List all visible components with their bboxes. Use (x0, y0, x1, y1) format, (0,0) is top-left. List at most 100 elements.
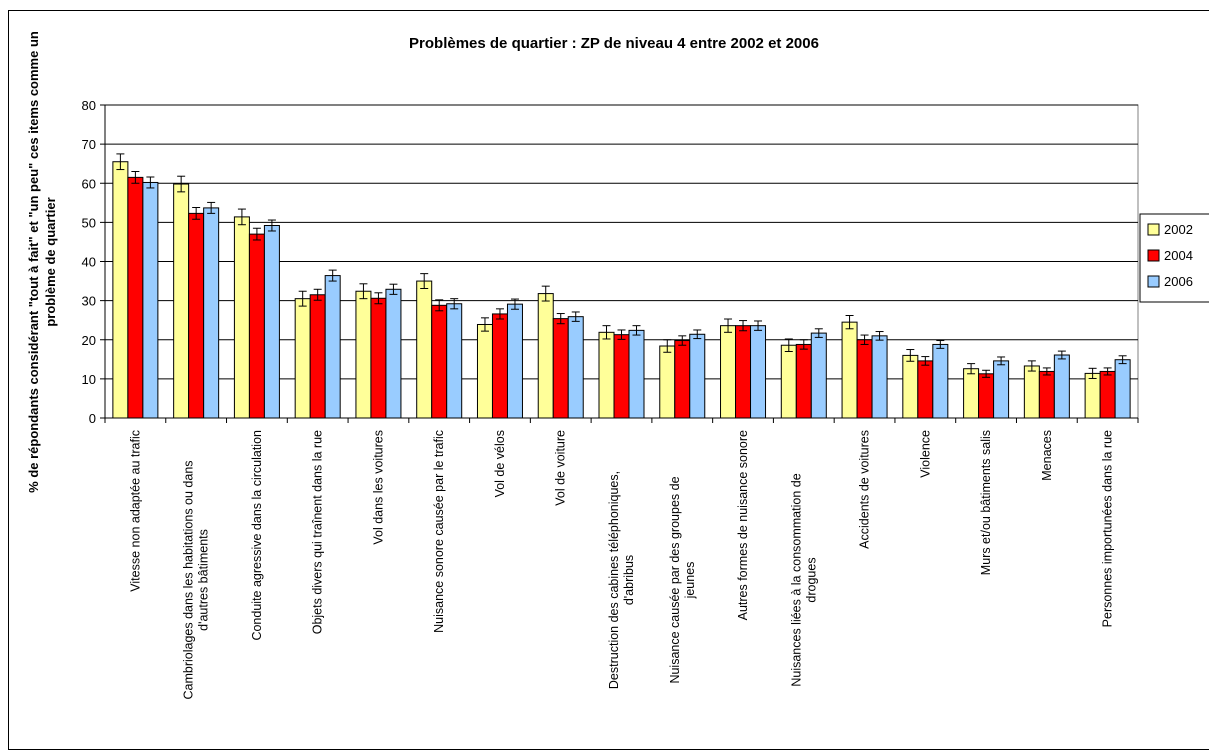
bar-2002 (720, 325, 737, 419)
bar-2004 (188, 212, 205, 419)
y-tick-label: 80 (82, 98, 96, 113)
bar-2002 (841, 321, 858, 419)
x-category-label-line: Vol dans les voitures (371, 430, 385, 545)
bar-2002 (598, 331, 615, 419)
bar-2004 (552, 318, 569, 419)
y-tick-label: 60 (82, 176, 96, 191)
x-category-label-line: d'autres bâtiments (197, 529, 211, 631)
bar-2006 (750, 325, 767, 419)
bar-2006 (567, 316, 584, 419)
x-category-label-line: Destruction des cabines téléphoniques, (607, 471, 621, 689)
x-category-label-line: Nuisance causée par des groupes de (668, 476, 682, 683)
x-category-label-line: Murs et/ou bâtiments salis (979, 430, 993, 575)
y-tick-label: 50 (82, 215, 96, 230)
x-category-label-line: Vol de voiture (554, 430, 568, 506)
bar-2006 (385, 288, 402, 419)
bar-2004 (917, 360, 934, 419)
x-category-label-line: d'abribus (622, 555, 636, 605)
bar-2002 (416, 280, 433, 419)
bars (112, 153, 1131, 419)
x-category-label: Accidents de voitures (858, 430, 872, 549)
bar-2002 (780, 344, 797, 419)
legend-label-2002: 2002 (1164, 222, 1193, 237)
bar-2004 (370, 297, 387, 419)
y-axis: 0 10 20 30 40 50 60 70 80 (82, 98, 106, 426)
bar-2002 (173, 183, 190, 419)
legend-label-2004: 2004 (1164, 248, 1193, 263)
x-category-label-line: drogues (804, 557, 818, 602)
bar-2006 (871, 335, 888, 419)
bar-2004 (491, 313, 508, 419)
bar-2004 (795, 343, 812, 419)
bar-2002 (1023, 365, 1040, 419)
bar-2006 (810, 332, 827, 419)
x-category-label: Autres formes de nuisance sonore (736, 430, 750, 620)
x-category-label: Objets divers qui traînent dans la rue (311, 430, 325, 634)
bar-2002 (294, 298, 311, 419)
y-axis-label-line-1: % de répondants considérant "tout à fait… (26, 31, 41, 493)
x-category-label-line: Vol de vélos (493, 430, 507, 497)
bar-2002 (112, 161, 129, 419)
y-tick-label: 10 (82, 372, 96, 387)
bar-2002 (963, 368, 980, 419)
bar-2002 (233, 216, 250, 419)
bar-2002 (902, 354, 919, 419)
x-category-label: Cambriolages dans les habitations ou dan… (182, 460, 211, 699)
x-category-label-line: Nuisances liées à la consommation de (789, 473, 803, 686)
x-category-label-line: Conduite agressive dans la circulation (250, 430, 264, 641)
bar-2004 (1099, 370, 1116, 419)
bar-2004 (248, 233, 265, 419)
x-category-label: Vol de voiture (554, 430, 568, 506)
x-category-label: Conduite agressive dans la circulation (250, 430, 264, 641)
x-category-label-line: Vitesse non adaptée au trafic (128, 430, 142, 592)
bar-2006 (506, 303, 523, 419)
bar-2002 (1084, 372, 1101, 419)
x-category-label: Murs et/ou bâtiments salis (979, 430, 993, 575)
x-category-label: Vitesse non adaptée au trafic (128, 430, 142, 592)
legend-label-2006: 2006 (1164, 274, 1193, 289)
x-category-label-line: Violence (918, 430, 932, 478)
x-category-label: Personnes importunées dans la rue (1101, 430, 1115, 627)
bar-2006 (628, 329, 645, 419)
y-tick-label: 70 (82, 137, 96, 152)
bar-2002 (355, 290, 372, 419)
legend-swatch-2004 (1147, 249, 1160, 262)
x-category-label: Violence (918, 430, 932, 478)
bar-2002 (476, 323, 493, 419)
x-category-label-line: Nuisance sonore causée par le trafic (432, 430, 446, 633)
x-category-label: Vol dans les voitures (371, 430, 385, 545)
y-axis-label-line-2: problème de quartier (43, 197, 58, 326)
legend-swatch-2002 (1147, 223, 1160, 236)
bar-2006 (1053, 354, 1070, 419)
x-category-label-line: jeunes (683, 562, 697, 600)
bar-2006 (142, 181, 159, 419)
bar-2002 (537, 293, 554, 419)
bar-2004 (309, 294, 326, 419)
bar-2004 (735, 325, 752, 419)
bar-2006 (689, 333, 706, 419)
bar-2006 (446, 303, 463, 419)
x-category-label-line: Menaces (1040, 430, 1054, 481)
x-category-label-line: Objets divers qui traînent dans la rue (311, 430, 325, 634)
y-tick-label: 30 (82, 294, 96, 309)
bar-2004 (127, 176, 144, 419)
x-category-label-line: Personnes importunées dans la rue (1101, 430, 1115, 627)
x-category-label: Menaces (1040, 430, 1054, 481)
x-category-label-line: Autres formes de nuisance sonore (736, 430, 750, 620)
bar-2006 (263, 225, 280, 419)
x-category-label: Nuisance sonore causée par le trafic (432, 430, 446, 633)
x-category-label: Vol de vélos (493, 430, 507, 497)
legend: 2002 2004 2006 (1139, 213, 1209, 303)
x-axis: Vitesse non adaptée au trafic Cambriolage… (104, 417, 1139, 700)
bar-2004 (1038, 370, 1055, 419)
x-category-label-line: Cambriolages dans les habitations ou dan… (182, 460, 196, 699)
y-tick-label: 0 (89, 411, 96, 426)
bar-2006 (993, 360, 1010, 419)
bar-2004 (674, 340, 691, 419)
bar-2004 (431, 304, 448, 419)
bar-2002 (659, 345, 676, 419)
chart-title: Problèmes de quartier : ZP de niveau 4 e… (409, 35, 819, 52)
x-category-label: Destruction des cabines téléphoniques,d'… (607, 471, 636, 689)
bar-2004 (856, 339, 873, 419)
